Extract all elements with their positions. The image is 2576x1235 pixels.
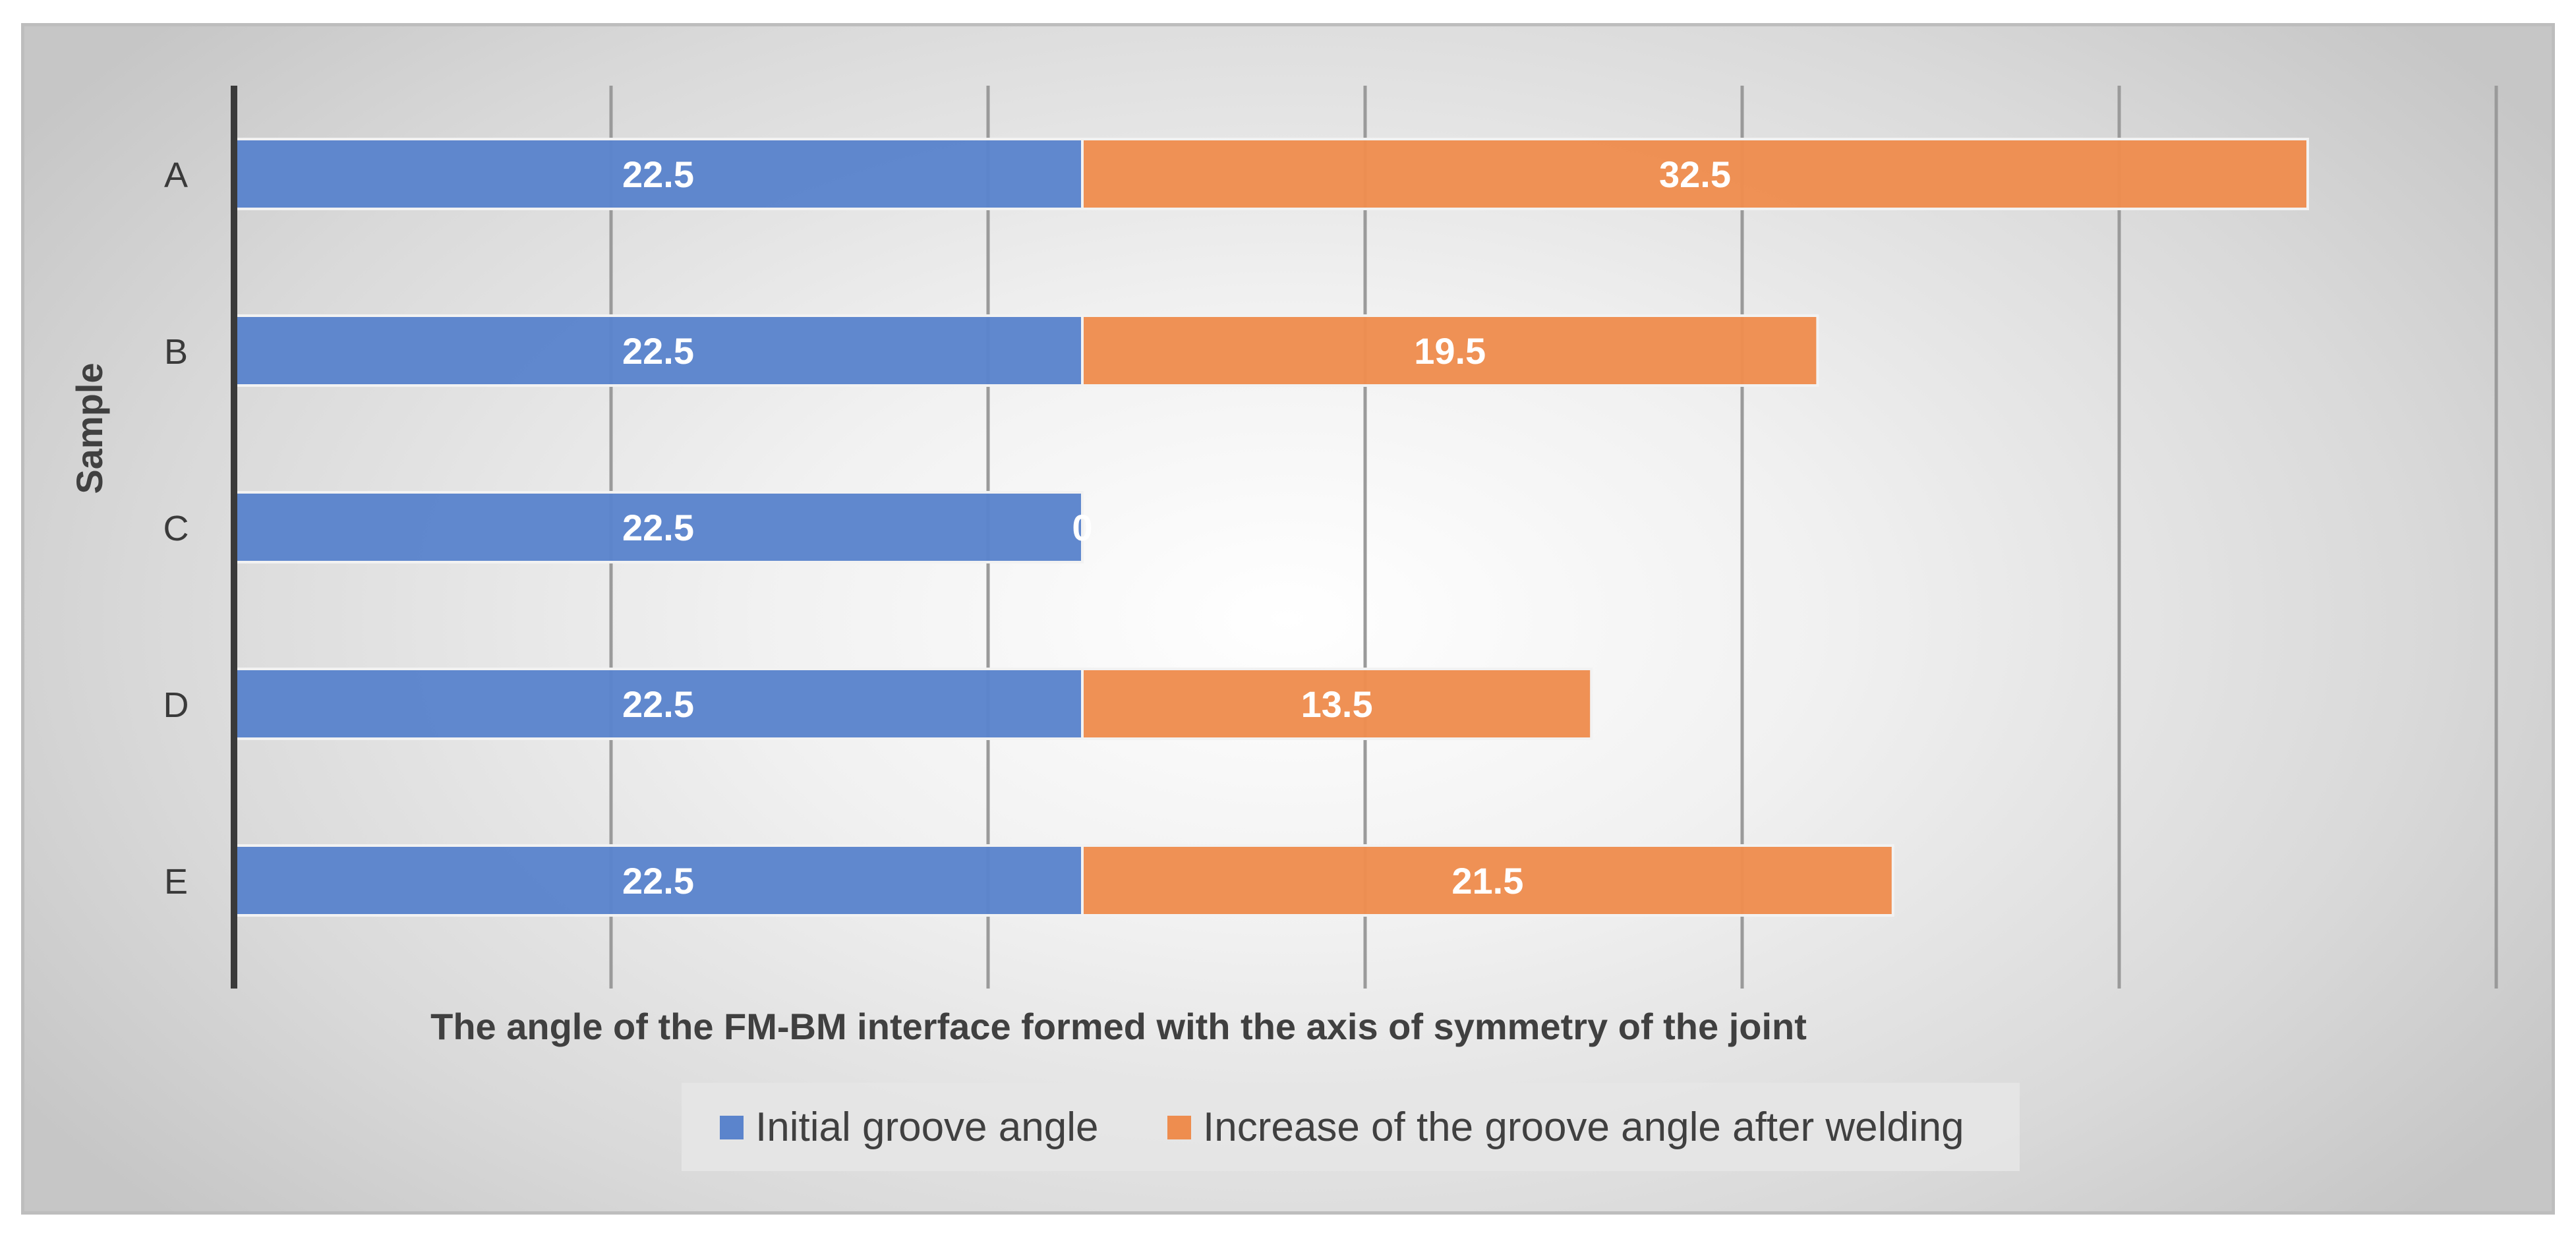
y-tick-label-e: E [164,862,188,902]
gridlines [609,86,2498,989]
data-label-d-series-1: 13.5 [1301,683,1373,725]
data-label-e-series-1: 21.5 [1451,860,1523,902]
legend-label-increase-groove-angle: Increase of the groove angle after weldi… [1203,1105,1964,1150]
y-tick-label-d: D [163,685,189,725]
chart-frame: 22.5 32.5 22.5 19.5 22.5 0 22.5 13.5 22.5 21.5 A B… [21,23,2555,1215]
data-label-e-series-0: 22.5 [622,860,694,902]
y-tick-label-b: B [164,332,188,372]
legend: Initial groove angle Increase of the gro… [682,1083,2020,1171]
bar-d-series-0 [233,668,1084,740]
bar-b-series-1 [1081,314,1819,387]
data-label-a-series-1: 32.5 [1659,154,1731,195]
data-label-c-series-0: 22.5 [622,507,694,548]
y-tick-labels: A B C D E [163,156,189,902]
y-axis-title: Sample [69,362,110,494]
data-label-b-series-1: 19.5 [1414,330,1486,372]
data-label-c-series-1: 0 [1072,507,1092,548]
x-axis-title: The angle of the FM-BM interface formed … [430,1006,1807,1047]
legend-label-initial-groove-angle: Initial groove angle [755,1105,1098,1150]
legend-background [682,1083,2020,1171]
bar-e-series-0 [233,844,1084,917]
bar-e-series-1 [1081,844,1894,917]
data-label-b-series-0: 22.5 [622,330,694,372]
legend-swatch-initial-groove-angle [720,1116,744,1139]
bar-a-series-1 [1081,138,2309,210]
bar-c-series-0 [233,491,1084,563]
bar-d-series-1 [1081,668,1593,740]
data-label-a-series-0: 22.5 [622,154,694,195]
bars [233,138,2309,917]
chart-svg: 22.5 32.5 22.5 19.5 22.5 0 22.5 13.5 22.5 21.5 A B… [69,86,2498,1171]
data-label-d-series-0: 22.5 [622,683,694,725]
bar-a-series-0 [233,138,1084,210]
y-tick-label-c: C [163,509,189,548]
y-tick-label-a: A [164,156,188,195]
data-labels: 22.5 32.5 22.5 19.5 22.5 0 22.5 13.5 22.5 21.5 [622,154,1731,902]
legend-swatch-increase-groove-angle [1167,1116,1191,1139]
